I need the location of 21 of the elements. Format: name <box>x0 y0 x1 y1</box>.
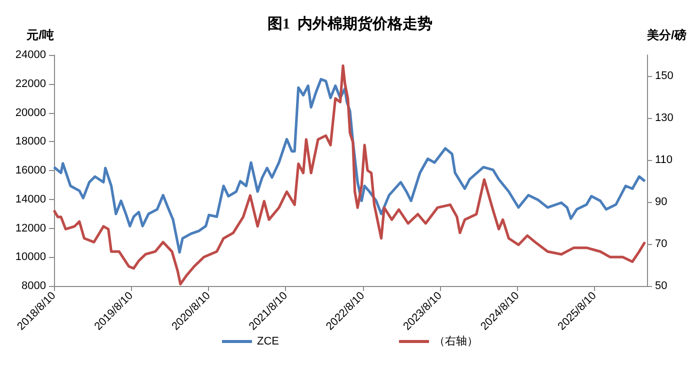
y-axis-title: 元/吨 <box>26 28 54 42</box>
legend-label: ZCE <box>257 336 279 348</box>
y-tick-label: 16000 <box>15 164 46 176</box>
y-tick-label: 22000 <box>15 78 46 90</box>
legend-label: （右轴） <box>434 334 478 348</box>
y2-tick-label: 110 <box>655 154 673 166</box>
y2-tick-label: 130 <box>655 112 674 124</box>
y-tick-label: 14000 <box>15 193 46 206</box>
y-tick-label: 18000 <box>15 136 46 148</box>
y-tick-label: 10000 <box>15 251 46 264</box>
line-series <box>52 78 646 254</box>
y-tick-label: 12000 <box>15 222 46 234</box>
y2-tick-label: 70 <box>655 238 668 250</box>
chart-title: 图1 内外棉期货价格走势 <box>268 16 432 32</box>
y2-tick-label: 150 <box>655 70 674 82</box>
y2-axis-title: 美分/磅 <box>646 28 686 42</box>
y-tick-label: 20000 <box>15 106 46 119</box>
y2-tick-label: 90 <box>655 196 668 208</box>
y-tick-label: 8000 <box>22 280 46 292</box>
y-tick-label: 24000 <box>15 49 46 61</box>
y2-tick-label: 50 <box>655 280 668 292</box>
